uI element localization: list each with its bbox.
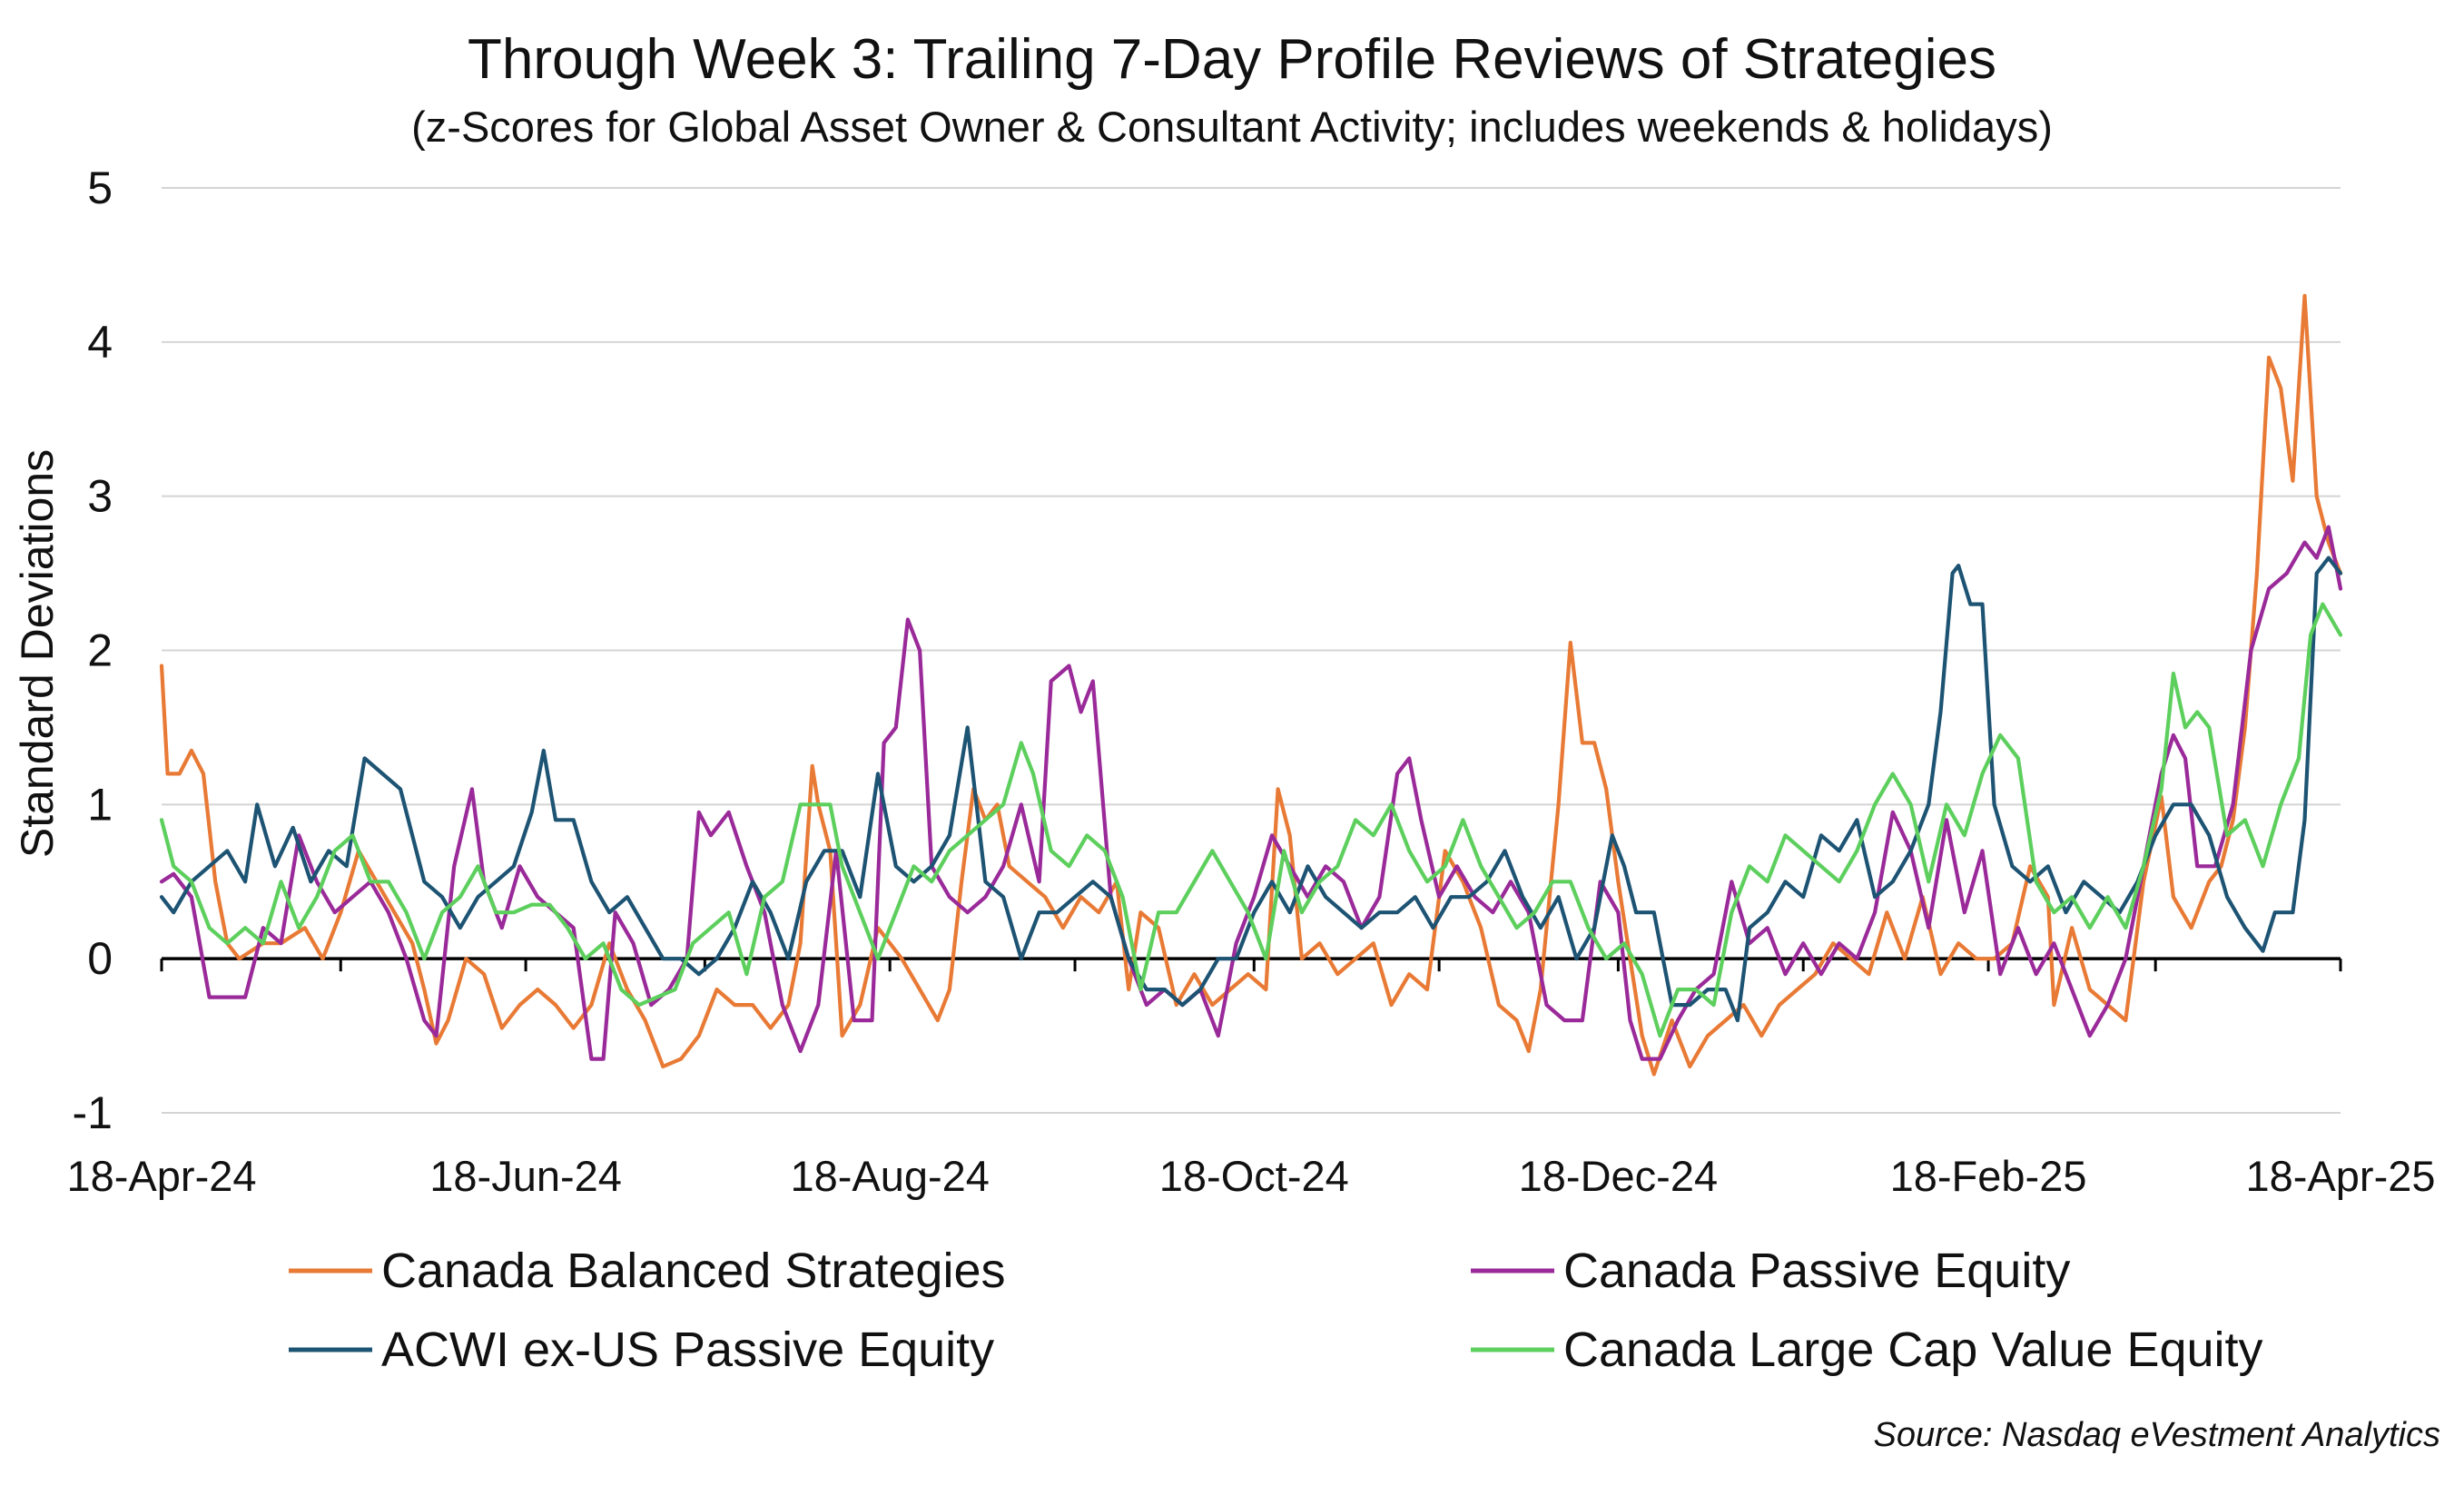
x-tick-label: 18-Jun-24 [429, 1152, 622, 1200]
x-tick-labels: 18-Apr-24 18-Jun-24 18-Aug-24 18-Oct-24 18-D… [67, 1152, 2436, 1200]
legend-label: ACWI ex-US Passive Equity [381, 1323, 994, 1377]
y-tick-label: 0 [87, 933, 113, 984]
legend-label: Canada Large Cap Value Equity [1563, 1323, 2263, 1377]
legend-label: Canada Passive Equity [1563, 1244, 2070, 1298]
x-tick-label: 18-Apr-24 [67, 1152, 257, 1200]
gridlines [160, 187, 2342, 1114]
y-axis-label: Standard Deviations [12, 449, 63, 858]
y-tick-label: 5 [87, 162, 113, 213]
series-line-4 [159, 602, 2343, 1038]
series-line-1 [159, 293, 2343, 1077]
y-tick-label: 3 [87, 471, 113, 522]
chart-title: Through Week 3: Trailing 7-Day Profile R… [468, 28, 1996, 91]
y-tick-labels: 5 4 3 2 1 0 -1 [73, 162, 113, 1138]
y-tick-label: 1 [87, 779, 113, 830]
x-tick-label: 18-Apr-25 [2246, 1152, 2436, 1200]
legend: Canada Balanced Strategies Canada Passive… [289, 1244, 2263, 1377]
y-tick-label: -1 [73, 1087, 113, 1138]
legend-label: Canada Balanced Strategies [381, 1244, 1005, 1298]
x-tick-label: 18-Oct-24 [1159, 1152, 1349, 1200]
x-tick-label: 18-Aug-24 [790, 1152, 990, 1200]
series-line-3 [159, 556, 2343, 1023]
series-lines [159, 293, 2343, 1077]
chart-subtitle: (z-Scores for Global Asset Owner & Consu… [411, 103, 2053, 151]
y-tick-label: 2 [87, 625, 113, 676]
x-tick-label: 18-Feb-25 [1890, 1152, 2087, 1200]
series-line-2 [159, 525, 2343, 1061]
source-note: Source: Nasdaq eVestment Analytics [1873, 1416, 2441, 1454]
x-tick-label: 18-Dec-24 [1519, 1152, 1718, 1200]
y-tick-label: 4 [87, 317, 113, 368]
